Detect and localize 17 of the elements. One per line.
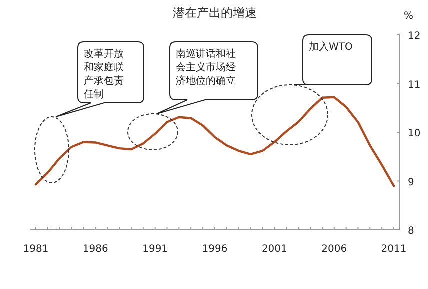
x-tick-label: 1981	[23, 244, 49, 255]
annotation: 南巡讲话和社会主义市场经济地位的确立	[176, 48, 236, 87]
y-tick-label: 12	[408, 31, 421, 42]
x-tick-label: 2001	[262, 244, 288, 255]
x-tick-label: 1991	[142, 244, 168, 255]
x-tick-label: 1996	[202, 244, 228, 255]
annotation: 加入WTO	[309, 41, 353, 53]
x-tick-label: 2011	[381, 244, 407, 255]
y-tick-label: 8	[408, 226, 414, 237]
y-tick-label: 9	[408, 177, 414, 188]
y-tick-label: 10	[408, 128, 421, 140]
x-tick-label: 2006	[322, 244, 348, 255]
y-axis-title: %	[404, 11, 414, 22]
y-tick-label: 11	[408, 80, 421, 91]
x-tick-label: 1986	[82, 244, 108, 255]
chart-title: 潜在产出的增速	[173, 6, 257, 20]
annotation: 改革开放和家庭联产承包责任制	[83, 48, 124, 100]
